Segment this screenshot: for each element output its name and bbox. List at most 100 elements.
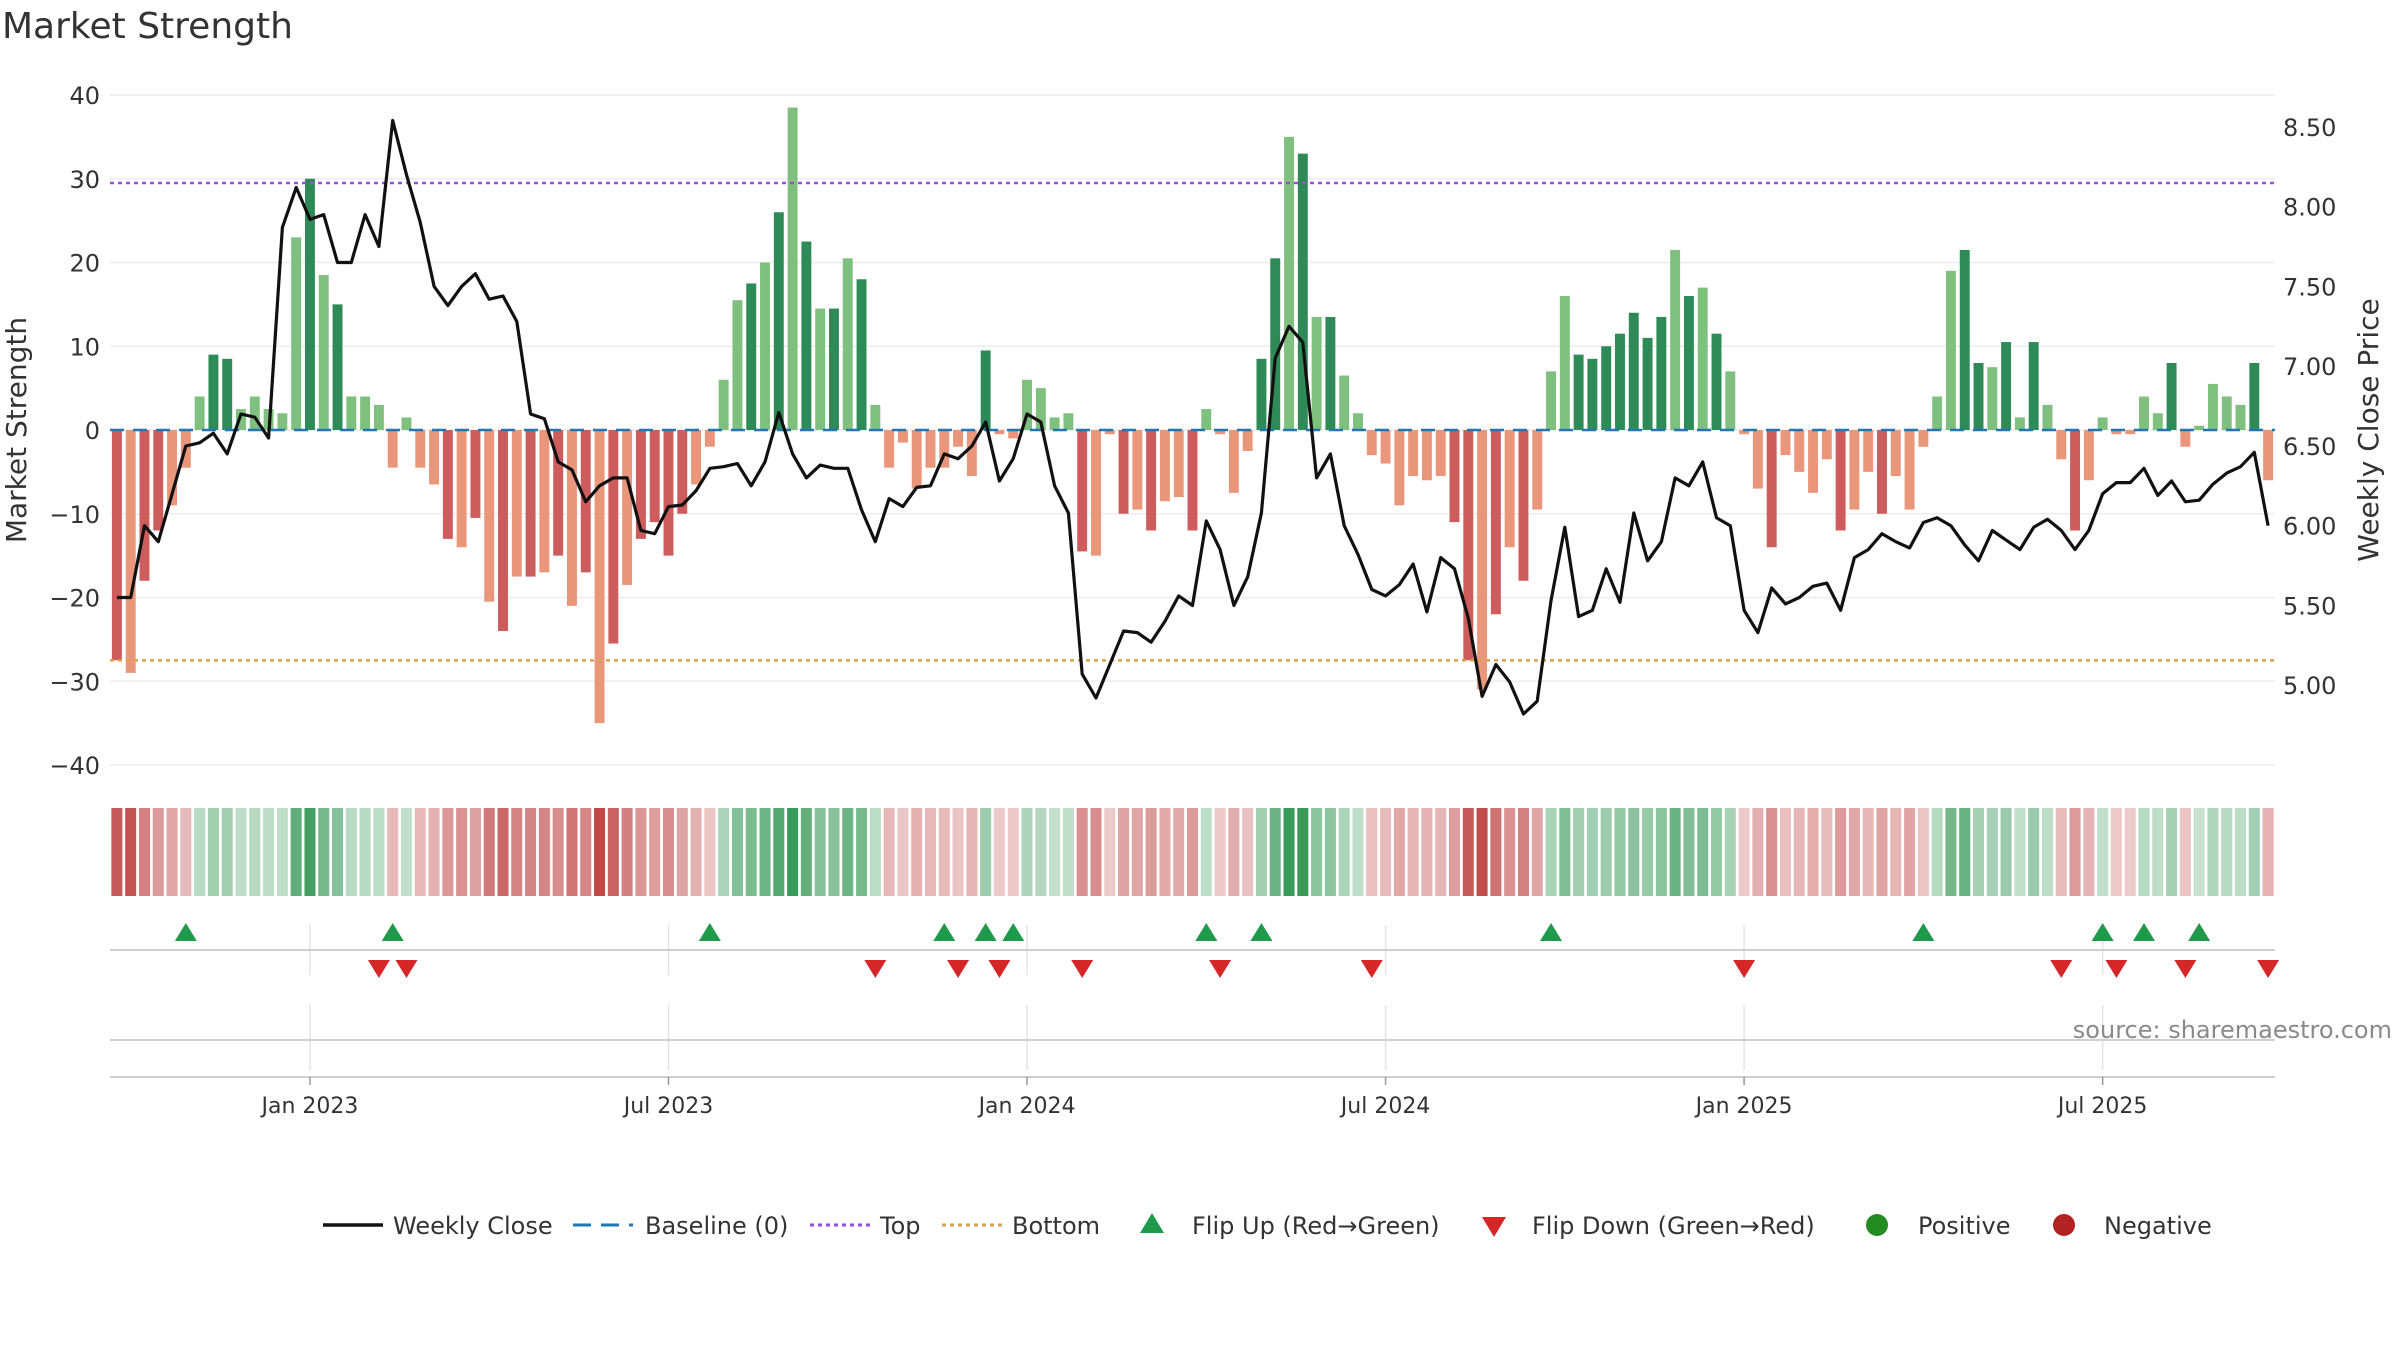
heat-strip-cell (276, 808, 288, 896)
heat-strip-cell (2248, 808, 2260, 896)
strength-bar (1146, 430, 1157, 531)
heat-strip-cell (1779, 808, 1791, 896)
heat-strip-cell (1435, 808, 1447, 896)
heat-strip-cell (1835, 808, 1847, 896)
legend-label-top: Top (879, 1212, 921, 1240)
strength-bar (966, 430, 977, 477)
flip-down-marker (2105, 960, 2128, 978)
strength-bar (167, 430, 178, 506)
heat-strip-cell (1697, 808, 1709, 896)
strength-bar (2001, 342, 2012, 430)
legend-label-flip-up: Flip Up (Red→Green) (1192, 1212, 1440, 1240)
strength-bar (1821, 430, 1832, 460)
heat-strip-cell (1490, 808, 1502, 896)
legend-label-bottom: Bottom (1012, 1212, 1100, 1240)
heat-strip-cell (1752, 808, 1764, 896)
heat-strip-cell (111, 808, 123, 896)
heat-strip-cell (1076, 808, 1088, 896)
legend-swatch-positive (1866, 1214, 1888, 1236)
strength-bar (2070, 430, 2081, 531)
flip-up-marker (2188, 923, 2211, 941)
strength-bar (704, 430, 715, 447)
strength-bar (1366, 430, 1377, 456)
strength-bar (1035, 388, 1046, 430)
strength-bar (153, 430, 164, 531)
heat-strip-cell (373, 808, 385, 896)
heat-strip-cell (2069, 808, 2081, 896)
heat-strip-cell (1338, 808, 1350, 896)
heat-strip-cell (1531, 808, 1543, 896)
heat-strip-cell (1821, 808, 1833, 896)
flip-up-marker (1002, 923, 1025, 941)
heat-strip-cell (469, 808, 481, 896)
left-tick-label: −40 (49, 752, 100, 780)
heat-strip-cell (1504, 808, 1516, 896)
strength-bar (2014, 417, 2025, 430)
strength-bar (1780, 430, 1791, 456)
strength-bar (1642, 337, 1653, 430)
heat-strip-cell (1724, 808, 1736, 896)
strength-bar (1408, 430, 1419, 477)
heat-strip-cell (662, 808, 675, 896)
heat-strip-cell (1600, 808, 1612, 896)
heat-strip-cell (1007, 808, 1019, 896)
heat-strip-cell (318, 808, 330, 896)
heat-strip-cell (1766, 808, 1778, 896)
strength-bar (1104, 430, 1115, 435)
strength-bar (1421, 430, 1432, 481)
legend-swatch-flip-up (1140, 1213, 1164, 1233)
heat-strip-cell (1710, 808, 1723, 896)
heat-strip-cell (952, 808, 964, 896)
strength-bar (1587, 358, 1598, 430)
strength-bar (442, 430, 453, 539)
heat-strip-cell (1642, 808, 1654, 896)
strength-bar (415, 430, 426, 468)
heat-strip-cell (1848, 808, 1860, 896)
strength-bar (1697, 287, 1708, 430)
left-tick-label: −20 (49, 585, 100, 613)
heat-strip-cell (345, 808, 357, 896)
strength-bar (1615, 333, 1625, 430)
right-tick-label: 6.50 (2283, 433, 2336, 461)
heat-strip-cell (400, 808, 412, 896)
strength-bar (2235, 404, 2246, 430)
strength-bar (401, 417, 412, 430)
strength-bar (360, 396, 371, 430)
heat-strip-cell (525, 808, 537, 896)
flip-up-marker (381, 923, 404, 941)
heat-strip-cell (552, 808, 564, 896)
x-tick-label: Jan 2025 (1694, 1094, 1793, 1119)
strength-bar (953, 430, 964, 447)
strength-bar (484, 430, 495, 602)
strength-bar (2097, 417, 2108, 430)
strength-bar (870, 404, 881, 430)
right-tick-label: 7.50 (2283, 273, 2336, 301)
strength-bar (2028, 342, 2039, 430)
strength-bar (994, 430, 1005, 435)
right-tick-label: 8.00 (2283, 194, 2336, 222)
heat-strip-cell (1807, 808, 1819, 896)
legend-label-close: Weekly Close (393, 1212, 553, 1240)
strength-bar (2166, 363, 2177, 430)
strength-bar (2152, 413, 2163, 430)
left-tick-label: 40 (69, 82, 100, 110)
flip-up-marker (2091, 923, 2114, 941)
strength-bar (1091, 430, 1101, 556)
heat-strip-cell (1904, 808, 1916, 896)
heat-strip-cell (1242, 808, 1254, 896)
flip-down-marker (1733, 960, 1756, 978)
strength-bar (1959, 249, 1970, 430)
heat-strip-cell (1228, 808, 1240, 896)
strength-bar (222, 358, 233, 430)
heat-strip-cell (1738, 808, 1750, 896)
heat-strip-cell (924, 808, 937, 896)
heat-strip-cell (1973, 808, 1985, 896)
strength-bar (829, 308, 839, 430)
heat-strip-cell (387, 808, 399, 896)
strength-bar (1311, 316, 1322, 430)
strength-bar (553, 430, 564, 556)
strength-bar (1380, 430, 1391, 464)
strength-bar (787, 107, 798, 430)
heat-strip-cell (2166, 808, 2178, 896)
